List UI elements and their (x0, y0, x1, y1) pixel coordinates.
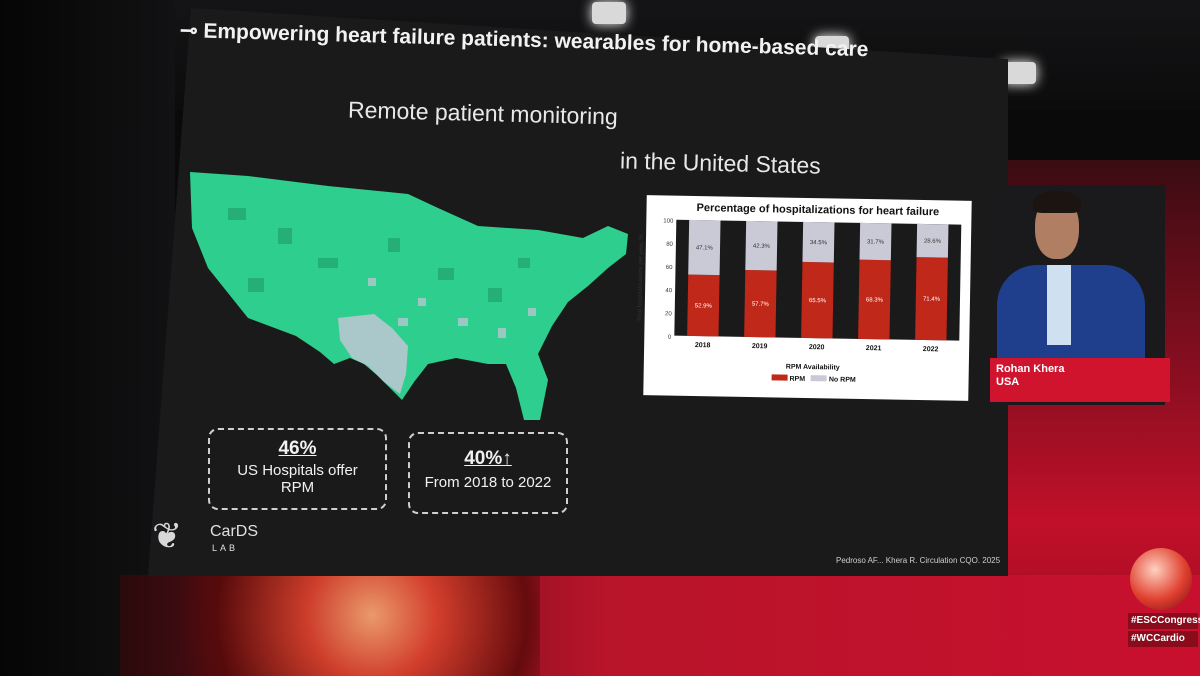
bar-no-rpm (745, 220, 778, 271)
slide-subtitle-2: in the United States (620, 147, 821, 179)
x-tick-label: 2021 (866, 345, 882, 352)
stat-value-40-text: 40% (464, 448, 503, 469)
logo-sub: LAB (212, 543, 239, 553)
arrow-up-icon: ↑ (502, 448, 512, 469)
stat-label-hospitals: US Hospitals offer RPM (237, 462, 358, 496)
data-label-rpm: 68.3% (866, 297, 884, 303)
particle-graphic (120, 575, 540, 676)
stat-box-growth: 40%↑ From 2018 to 2022 (408, 432, 568, 514)
chart-plot-area: 0 20 40 60 80 100 52.9% 47.1% 2018 57.7% 42.3% 2019… (663, 218, 962, 353)
hashtag-esc: #ESCCongress (1128, 613, 1200, 629)
data-label-rpm: 57.7% (752, 302, 770, 308)
bar-rpm (687, 274, 720, 337)
x-tick-label: 2018 (695, 342, 711, 349)
citation: Pedroso AF... Khera R. Circulation CQO. … (836, 556, 1001, 565)
y-tick-label: 40 (665, 288, 672, 294)
stat-value-40: 40%↑ (410, 448, 566, 470)
title-arrow-icon: ⊸ (179, 19, 204, 43)
bar-rpm (915, 257, 948, 341)
data-label-no-rpm: 28.6% (924, 239, 942, 245)
bar-no-rpm (802, 221, 835, 263)
stage-light (592, 2, 626, 24)
legend: RPM No RPM (771, 374, 856, 384)
y-tick-label: 80 (666, 242, 673, 248)
bar-no-rpm (859, 222, 892, 261)
legend-swatch-norpm (810, 375, 828, 382)
cards-lab-logo: ❦ CarDS LAB (152, 515, 258, 557)
bar-no-rpm (688, 219, 721, 276)
hashtag-wcc: #WCCardio (1128, 631, 1198, 647)
speaker-shirt (1047, 265, 1071, 345)
county-grey-specks (368, 278, 536, 338)
speaker-suit (997, 265, 1145, 365)
y-tick-label: 100 (663, 218, 674, 224)
county-texture (228, 208, 530, 302)
data-label-no-rpm: 34.5% (810, 240, 828, 246)
stat-box-hospitals: 46% US Hospitals offer RPM (208, 428, 387, 510)
dark-stage-wall (0, 0, 175, 676)
congress-globe-logo (1130, 548, 1192, 610)
legend-label-rpm: RPM (789, 375, 806, 383)
data-label-rpm: 71.4% (923, 297, 941, 303)
speaker-country: USA (996, 376, 1020, 388)
x-tick-label: 2020 (809, 344, 825, 351)
y-tick-label: 0 (668, 335, 672, 341)
stage-light (1002, 62, 1036, 84)
hashtags: #ESCCongress #WCCardio (1128, 613, 1200, 649)
bar-rpm (744, 269, 777, 338)
texas-grey-area (338, 314, 408, 394)
legend-title: RPM Availability (785, 363, 840, 372)
bar-rpm (858, 259, 891, 340)
speaker-hair (1033, 191, 1081, 213)
x-tick-label: 2019 (752, 343, 768, 350)
us-map-shape (190, 172, 628, 420)
subtitle-line-2: in the United States (619, 147, 822, 179)
logo-name: CarDS (210, 523, 259, 540)
data-label-rpm: 52.9% (695, 303, 713, 309)
hf-hospitalization-chart: Percentage of hospitalizations for heart… (637, 195, 972, 401)
speaker-nameplate: Rohan Khera USA (990, 358, 1170, 402)
data-label-rpm: 65.5% (809, 298, 827, 304)
y-tick-label: 20 (665, 311, 672, 317)
bar-no-rpm (916, 223, 949, 258)
x-tick-label: 2022 (923, 346, 939, 353)
us-county-map (190, 172, 628, 420)
bar-rpm (801, 261, 834, 339)
data-label-no-rpm: 42.3% (753, 244, 771, 250)
legend-swatch-rpm (771, 374, 788, 381)
y-tick-label: 60 (666, 265, 673, 271)
data-label-no-rpm: 47.1% (696, 245, 714, 251)
legend-label-norpm: No RPM (828, 376, 856, 384)
data-label-no-rpm: 31.7% (867, 239, 885, 245)
stat-label-growth: From 2018 to 2022 (424, 474, 552, 491)
heart-logo-icon: ❦ (152, 515, 183, 556)
speaker-name: Rohan Khera (996, 363, 1065, 375)
stat-value-46: 46% (278, 438, 317, 459)
